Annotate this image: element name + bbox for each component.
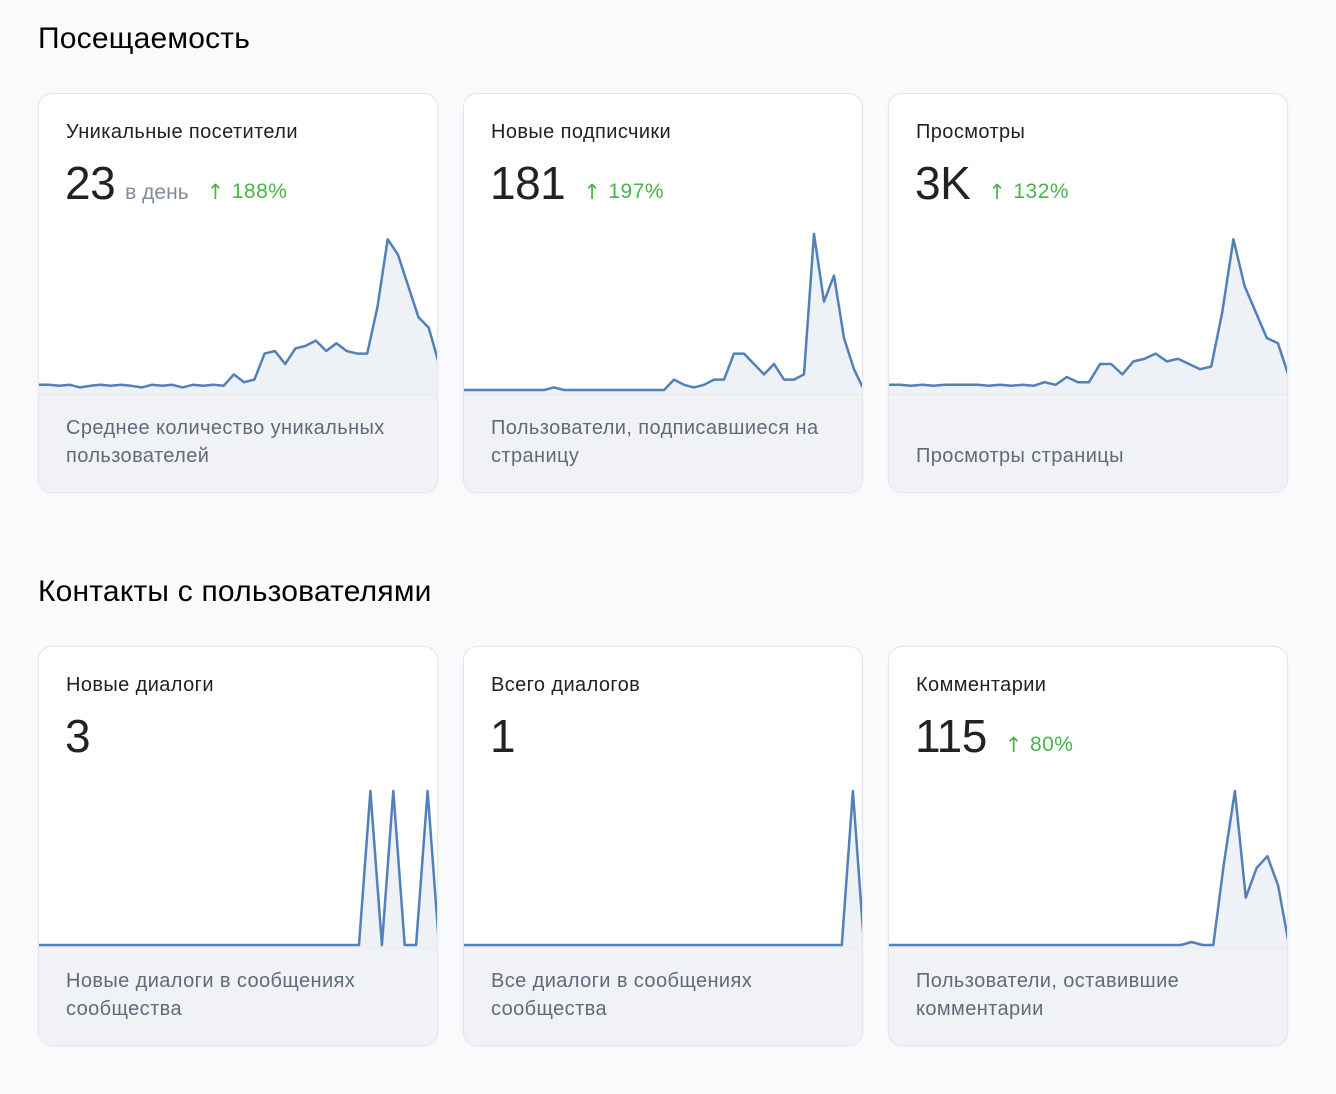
card-new-dialogs[interactable]: Новые диалоги 3 Новые диалоги в сообщени… (38, 646, 438, 1046)
card-description: Пользователи, подписавшиеся на страницу (491, 417, 819, 467)
card-description: Пользователи, оставившие комментарии (916, 970, 1180, 1020)
card-title: Уникальные посетители (66, 121, 298, 143)
arrow-up-icon: ↑ (988, 180, 1007, 204)
sparkline-chart (889, 789, 1287, 947)
sparkline-chart (39, 789, 437, 947)
sparkline-chart (464, 789, 862, 947)
card-footer (39, 947, 437, 1045)
sparkline-area (464, 234, 862, 394)
card-footer (889, 394, 1287, 492)
delta-badge: ↑ 188% (207, 180, 288, 204)
sparkline-chart (464, 232, 862, 394)
delta-value: 197% (608, 180, 665, 203)
card-footer (39, 394, 437, 492)
value-unit: в день (125, 181, 189, 204)
card-value: 23 (65, 157, 116, 209)
card-value-row: 3K ↑ 132% (915, 156, 1069, 210)
card-value-row: 115 ↑ 80% (915, 709, 1073, 763)
sparkline-chart (889, 237, 1287, 394)
card-title: Новые подписчики (491, 121, 672, 143)
card-views[interactable]: Просмотры 3K ↑ 132% Просмотры страницы (888, 93, 1288, 493)
card-value-row: 3 (65, 709, 91, 763)
sparkline-area (464, 791, 862, 947)
card-unique-visitors[interactable]: Уникальные посетители 23 в день ↑ 188% Ср… (38, 93, 438, 493)
section-title-contacts: Контакты с пользователями (38, 575, 432, 608)
card-title: Всего диалогов (491, 674, 641, 696)
card-title: Просмотры (916, 121, 1026, 143)
delta-badge: ↑ 132% (988, 180, 1069, 204)
sparkline-area (889, 791, 1287, 947)
sparkline-line (39, 237, 437, 389)
arrow-up-icon: ↑ (583, 180, 602, 204)
delta-value: 188% (231, 180, 288, 203)
card-value: 115 (915, 710, 987, 762)
card-comments[interactable]: Комментарии 115 ↑ 80% Пользователи, остав… (888, 646, 1288, 1046)
card-value: 3 (65, 710, 91, 762)
sparkline-line (889, 237, 1287, 388)
delta-badge: ↑ 80% (1005, 733, 1074, 757)
card-value: 3K (915, 157, 971, 209)
delta-badge: ↑ 197% (583, 180, 664, 204)
card-footer (889, 947, 1287, 1045)
sparkline-area (889, 239, 1287, 394)
card-new-subscribers[interactable]: Новые подписчики 181 ↑ 197% Пользователи,… (463, 93, 863, 493)
card-footer (464, 394, 862, 492)
arrow-up-icon: ↑ (1004, 733, 1023, 757)
section-title-visits: Посещаемость (38, 22, 251, 55)
arrow-up-icon: ↑ (206, 180, 225, 204)
card-total-dialogs[interactable]: Всего диалогов 1 Все диалоги в сообщения… (463, 646, 863, 1046)
card-title: Новые диалоги (66, 674, 214, 696)
card-description: Новые диалоги в сообщениях сообщества (66, 970, 356, 1020)
card-value: 1 (490, 710, 516, 762)
card-title: Комментарии (916, 674, 1047, 696)
card-value-row: 23 в день ↑ 188% (65, 156, 287, 210)
card-description: Просмотры страницы (916, 445, 1124, 467)
card-description: Все диалоги в сообщениях сообщества (491, 970, 753, 1020)
card-value-row: 1 (490, 709, 516, 763)
sparkline-line (39, 789, 437, 947)
delta-value: 132% (1013, 180, 1070, 203)
card-value-row: 181 ↑ 197% (490, 156, 664, 210)
sparkline-line (464, 232, 862, 392)
sparkline-line (889, 789, 1287, 947)
sparkline-area (39, 791, 437, 947)
card-footer (464, 947, 862, 1045)
card-description: Среднее количество уникальных пользовате… (66, 417, 385, 467)
sparkline-chart (39, 237, 437, 394)
card-value: 181 (490, 157, 566, 209)
sparkline-line (464, 789, 862, 947)
sparkline-area (39, 239, 437, 394)
delta-value: 80% (1029, 733, 1074, 756)
